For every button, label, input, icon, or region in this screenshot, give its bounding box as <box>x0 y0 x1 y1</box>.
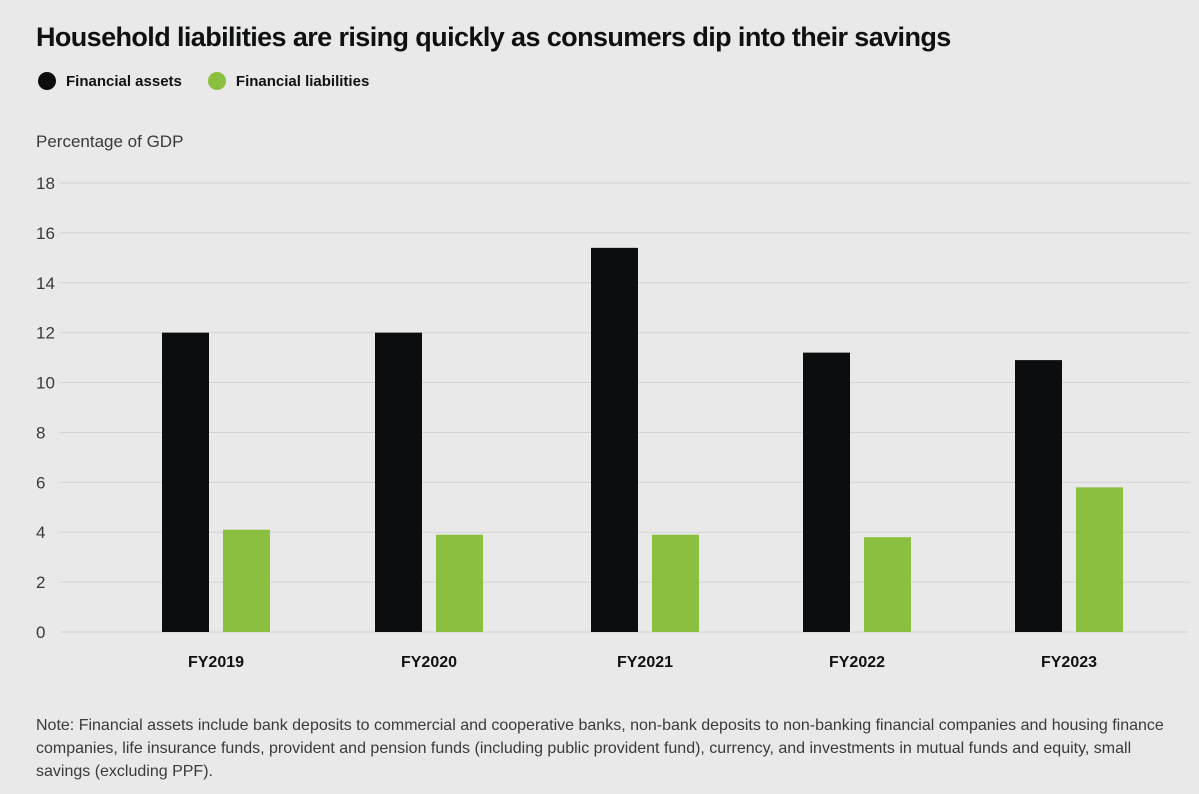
y-tick-label: 8 <box>36 423 45 442</box>
bar-chart: 0 2 4 6 8 10 12 14 16 18 FY2019 FY2020 FY2021 FY2022 F… <box>36 174 1190 671</box>
x-tick-label: FY2021 <box>617 654 673 671</box>
x-tick-label: FY2020 <box>401 654 457 671</box>
y-tick-label: 0 <box>36 623 45 642</box>
x-tick-label: FY2019 <box>188 654 244 671</box>
bar-assets-fy2023 <box>1015 360 1062 632</box>
legend-item-liabilities: Financial liabilities <box>207 72 370 90</box>
legend-swatch-liabilities <box>207 72 226 90</box>
y-tick-label: 16 <box>36 224 55 243</box>
chart-title: Household liabilities are rising quickly… <box>36 22 951 52</box>
bar-assets-fy2020 <box>375 332 422 632</box>
y-tick-label: 2 <box>36 573 45 592</box>
bar-assets-fy2021 <box>591 247 638 632</box>
bar-liabilities-fy2020 <box>436 534 483 632</box>
y-tick-label: 18 <box>36 174 55 193</box>
y-tick-label: 12 <box>36 324 55 343</box>
x-tick-label: FY2022 <box>829 654 885 671</box>
legend-item-assets: Financial assets <box>38 72 182 90</box>
y-tick-label: 6 <box>36 473 45 492</box>
legend: Financial assets Financial liabilities <box>38 72 369 90</box>
footnote: Note: Financial assets include bank depo… <box>36 717 1164 780</box>
legend-label-assets: Financial assets <box>66 72 182 90</box>
y-tick-label: 10 <box>36 374 55 393</box>
bar-liabilities-fy2021 <box>652 534 699 632</box>
bar-liabilities-fy2022 <box>864 537 911 632</box>
bar-liabilities-fy2019 <box>223 529 270 632</box>
y-axis-label: Percentage of GDP <box>36 132 184 151</box>
x-tick-label: FY2023 <box>1041 654 1097 671</box>
y-tick-label: 4 <box>36 523 45 542</box>
bar-liabilities-fy2023 <box>1076 487 1123 632</box>
bar-assets-fy2022 <box>803 352 850 632</box>
legend-swatch-assets <box>38 72 56 90</box>
y-tick-label: 14 <box>36 274 55 293</box>
legend-label-liabilities: Financial liabilities <box>235 72 370 90</box>
bar-assets-fy2019 <box>162 332 209 632</box>
